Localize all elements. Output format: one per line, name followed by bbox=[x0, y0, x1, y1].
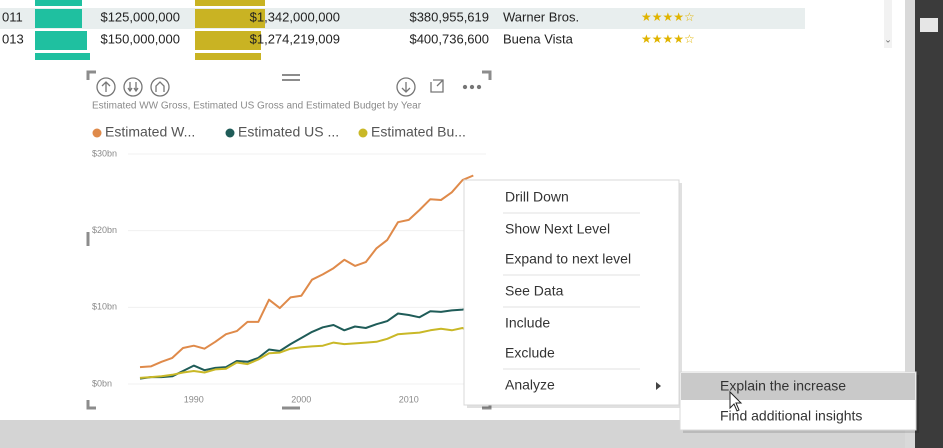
budget-bar bbox=[35, 53, 90, 60]
table-cell: $400,736,600 bbox=[409, 31, 489, 46]
corner-handle bbox=[86, 400, 96, 410]
menu-item[interactable]: Exclude bbox=[505, 345, 555, 361]
expand-arrow bbox=[155, 81, 165, 92]
corner-handle bbox=[482, 70, 492, 80]
drill-mode-arrow bbox=[401, 82, 411, 93]
y-tick-label: $10bn bbox=[92, 302, 117, 312]
more-dot[interactable] bbox=[476, 84, 482, 90]
budget-bar bbox=[35, 31, 87, 50]
submenu-arrow bbox=[656, 382, 661, 390]
more-dot[interactable] bbox=[462, 84, 468, 90]
rating-stars: ★★★★☆ bbox=[641, 10, 695, 24]
gross-bar bbox=[195, 53, 261, 60]
mouse-cursor bbox=[729, 390, 743, 412]
table-cell: Warner Bros. bbox=[503, 9, 579, 24]
corner-handle bbox=[86, 70, 96, 80]
drill-up-icon[interactable] bbox=[96, 77, 116, 97]
more-dot[interactable] bbox=[469, 84, 475, 90]
drill-next-arrow bbox=[127, 82, 139, 93]
table-cell: $150,000,000 bbox=[100, 31, 180, 46]
budget-bar bbox=[35, 9, 82, 28]
focus-icon[interactable] bbox=[430, 79, 444, 93]
expand-icon[interactable] bbox=[150, 77, 170, 97]
context-menu bbox=[463, 179, 680, 406]
table-cell: 013 bbox=[2, 31, 24, 46]
legend-marker bbox=[225, 128, 235, 138]
y-tick-label: $0bn bbox=[92, 378, 112, 388]
top-handle bbox=[282, 74, 300, 81]
y-tick-label: $30bn bbox=[92, 148, 117, 158]
budget-bar bbox=[35, 0, 82, 6]
gross-bar bbox=[195, 9, 265, 28]
menu-items: Drill Down Show Next Level Expand to next … bbox=[503, 189, 661, 393]
menu-item[interactable]: Expand to next level bbox=[505, 251, 631, 267]
x-tick-label: 2010 bbox=[399, 394, 419, 404]
x-tick-label: 1990 bbox=[184, 394, 204, 404]
submenu-item[interactable]: Explain the increase bbox=[720, 378, 846, 394]
x-tick-label: 2000 bbox=[291, 394, 311, 404]
series-line bbox=[139, 306, 474, 380]
line-visual bbox=[88, 72, 490, 408]
scrollbar[interactable] bbox=[884, 0, 892, 48]
legend-marker bbox=[358, 128, 368, 138]
scroll-arrow[interactable]: ⌄ bbox=[884, 34, 892, 44]
y-tick-label: $20bn bbox=[92, 225, 117, 235]
visual-header bbox=[96, 77, 482, 97]
series-line bbox=[139, 327, 474, 379]
line-chart: $0bn $10bn $20bn $30bn 1990 2000 2010 Estimated… bbox=[92, 124, 486, 404]
menu-item[interactable]: See Data bbox=[505, 283, 564, 299]
chart-title: Estimated WW Gross, Estimated US Gross a… bbox=[92, 101, 422, 112]
table-cell: $125,000,000 bbox=[100, 9, 180, 24]
table-cell: 011 bbox=[2, 9, 23, 24]
gross-bar bbox=[195, 0, 265, 6]
table-cell: $1,342,000,000 bbox=[250, 9, 340, 24]
gross-bar bbox=[195, 31, 261, 50]
submenu-items: Explain the increase Find additional insi… bbox=[720, 378, 862, 424]
rating-stars: ★★★★☆ bbox=[641, 32, 695, 46]
visual-border bbox=[86, 70, 492, 410]
drill-mode-icon[interactable] bbox=[396, 77, 416, 97]
table-cell: $1,274,219,009 bbox=[250, 31, 340, 46]
menu-item[interactable]: Include bbox=[505, 315, 550, 331]
side-pane bbox=[915, 0, 943, 448]
menu-item[interactable]: Show Next Level bbox=[505, 221, 610, 237]
pane-divider bbox=[905, 0, 915, 448]
legend-marker bbox=[92, 128, 102, 138]
table-cell: Buena Vista bbox=[503, 31, 574, 46]
table-cell: $380,955,619 bbox=[409, 9, 489, 24]
table-rows: 011 $125,000,000 $1,342,000,000 $380,955,61… bbox=[2, 9, 695, 46]
legend-label: Estimated US ... bbox=[238, 124, 339, 140]
submenu-item[interactable]: Find additional insights bbox=[720, 408, 862, 424]
submenu-hover bbox=[681, 373, 915, 400]
drill-up-arrow bbox=[101, 81, 111, 92]
drill-next-icon[interactable] bbox=[123, 77, 143, 97]
legend-label: Estimated W... bbox=[105, 124, 195, 140]
series-line bbox=[139, 174, 474, 369]
menu-item[interactable]: Drill Down bbox=[505, 189, 569, 205]
menu-item[interactable]: Analyze bbox=[505, 377, 555, 393]
side-icon bbox=[920, 18, 938, 32]
legend-label: Estimated Bu... bbox=[371, 124, 466, 140]
